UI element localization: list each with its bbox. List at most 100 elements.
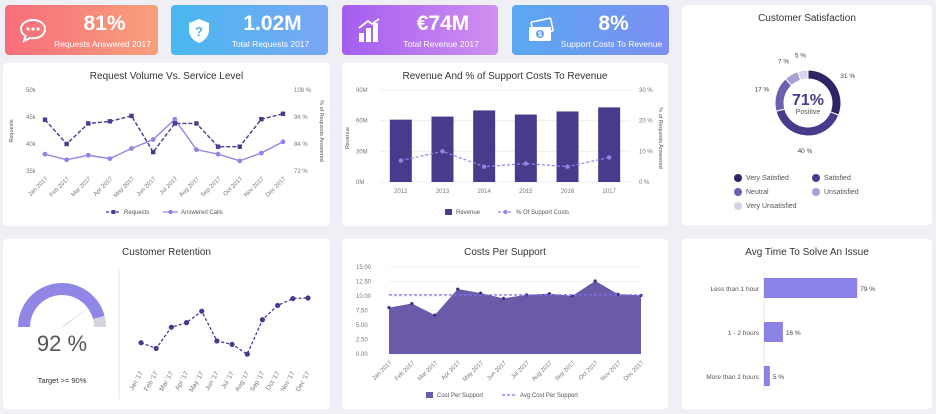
- satisfaction-donut-chart: 31 % 40 % 17 % 7 % 5 % 71%Positive: [754, 53, 855, 155]
- legend-marker: [812, 188, 820, 196]
- y-tick-label: 2.50: [356, 338, 368, 344]
- costs-per-support-chart: 15.00 12.50 10.00 7.50 5.00 2.50 0.00 Jan 2017 F…: [356, 265, 646, 399]
- kpi-label: Total Revenue 2017: [403, 39, 479, 49]
- chart-title: Costs Per Support: [464, 247, 546, 258]
- legend-marker: [812, 174, 820, 182]
- y-tick-label: 35k: [26, 169, 37, 175]
- y-tick-label: 5.00: [356, 323, 368, 329]
- legend-label: Satisfied: [824, 174, 851, 182]
- x-tick-label: Sep 2017: [200, 176, 223, 199]
- data-point-retention: [153, 345, 159, 352]
- kpi-value: 81%: [83, 12, 126, 35]
- data-point-requests: [64, 141, 69, 147]
- x-tick-label: Mar 2017: [71, 176, 94, 199]
- data-point-cost: [410, 301, 414, 306]
- x-tick-label: May 2017: [113, 176, 136, 199]
- series-line-retention: [140, 297, 309, 356]
- y-axis-label: Requests: [9, 119, 15, 142]
- y-tick-label: 45k: [26, 115, 37, 121]
- customer-satisfaction-panel: Customer Satisfaction 31 % 40 % 17 % 7 % 5 %…: [682, 5, 932, 225]
- bar-revenue: [598, 107, 621, 182]
- x-tick-label: Dec 2017: [623, 360, 646, 383]
- kpi-value: 1.02M: [243, 12, 302, 35]
- data-point-retention: [305, 295, 311, 301]
- x-tick-label: 2013: [436, 189, 450, 195]
- y2-tick-label: 10 %: [639, 149, 653, 155]
- kpi-requests-answered: 81% Requests Answered 2017: [5, 5, 158, 55]
- x-tick-label: Dec 2017: [265, 176, 288, 199]
- y2-tick-label: 0 %: [639, 180, 650, 186]
- legend-label: Requests: [124, 210, 149, 216]
- data-point-support-costs: [523, 161, 529, 166]
- data-point-requests: [129, 113, 134, 119]
- x-tick-label: Jul 2017: [159, 176, 180, 197]
- x-tick-label: May 2017: [462, 360, 485, 383]
- y2-tick-label: 72 %: [294, 169, 308, 175]
- avg-time-panel: Avg Time To Solve An Issue 79 % Less than…: [682, 239, 932, 409]
- legend-label: Answered Calls: [181, 210, 223, 216]
- request-volume-panel: Request Volume Vs. Service Level 50k 45k 4…: [3, 63, 330, 226]
- y2-tick-label: 30 %: [639, 88, 653, 94]
- data-point-answered-calls: [215, 151, 221, 157]
- data-point-requests: [86, 121, 91, 126]
- data-point-requests: [194, 121, 199, 126]
- avg-time-chart: 79 % Less than 1 hour 16 % 1 - 2 hours 5 % Mo…: [706, 271, 875, 391]
- kpi-value: €74M: [416, 12, 470, 35]
- chart-title: Revenue And % of Support Costs To Revenu…: [402, 71, 608, 82]
- data-point-retention: [290, 295, 296, 302]
- x-tick-label: 2016: [561, 189, 575, 195]
- data-point-retention: [214, 338, 220, 344]
- legend-label: Neutral: [746, 188, 769, 196]
- gauge-needle: [59, 303, 95, 329]
- data-point-cost: [387, 306, 391, 310]
- slice-label: 17 %: [754, 87, 769, 94]
- data-point-answered-calls: [42, 151, 48, 157]
- y-tick-label: 30M: [356, 149, 368, 155]
- x-tick-label: 2014: [477, 189, 491, 195]
- x-tick-label: Oct 2017: [578, 360, 600, 382]
- x-tick-label: Aug 2017: [531, 360, 554, 383]
- area-cost-per-support: [389, 280, 641, 354]
- data-point-requests: [42, 117, 48, 122]
- legend-label: % Of Support Costs: [516, 210, 569, 216]
- legend-marker: [734, 202, 742, 210]
- data-point-requests: [107, 119, 113, 124]
- data-point-retention: [168, 324, 174, 330]
- y-tick-label: 90M: [356, 88, 368, 94]
- x-tick-label: Mar 2017: [417, 360, 440, 383]
- center-value: 71%: [792, 92, 824, 109]
- costs-per-support-panel: Costs Per Support 15.00 12.50 10.00 7.50 5.0…: [342, 239, 668, 409]
- x-tick-label: Jul '17: [220, 370, 236, 390]
- y-tick-label: 15.00: [356, 265, 372, 271]
- gauge-value: 92 %: [37, 331, 87, 356]
- data-point-cost: [456, 287, 460, 291]
- data-point-retention: [138, 340, 144, 346]
- data-point-answered-calls: [150, 137, 156, 142]
- x-tick-label: Apr 2017: [441, 360, 463, 382]
- kpi-label: Support Costs To Revenue: [560, 39, 663, 49]
- legend-item-neutral: Neutral: [734, 188, 769, 196]
- legend-marker-support-costs-point: [503, 210, 508, 214]
- kpi-total-requests: ? 1.02M Total Requests 2017: [171, 5, 328, 55]
- data-point-support-costs: [440, 149, 445, 154]
- data-point-answered-calls: [107, 156, 113, 162]
- x-tick-label: Feb 2017: [394, 360, 417, 383]
- series-line-answered-calls: [44, 118, 284, 162]
- y-tick-label: 1 - 2 hours: [728, 330, 760, 337]
- bar-time: [764, 322, 783, 342]
- x-tick-label: Oct 2017: [223, 176, 245, 198]
- data-point-retention: [244, 351, 250, 357]
- y-tick-label: 60M: [356, 119, 368, 125]
- data-point-cost: [501, 296, 506, 300]
- legend-label: Very Unsatisfied: [746, 202, 797, 210]
- x-tick-label: Nov 2017: [600, 360, 623, 383]
- data-point-answered-calls: [194, 147, 199, 153]
- data-point-retention: [229, 341, 235, 347]
- gauge-track: [92, 316, 106, 327]
- revenue-panel: Revenue And % of Support Costs To Revenu…: [342, 63, 668, 226]
- chat-icon: [19, 18, 47, 43]
- legend-marker-revenue: [445, 209, 452, 215]
- data-point-retention: [199, 308, 205, 314]
- x-tick-label: Jun '17: [204, 370, 221, 392]
